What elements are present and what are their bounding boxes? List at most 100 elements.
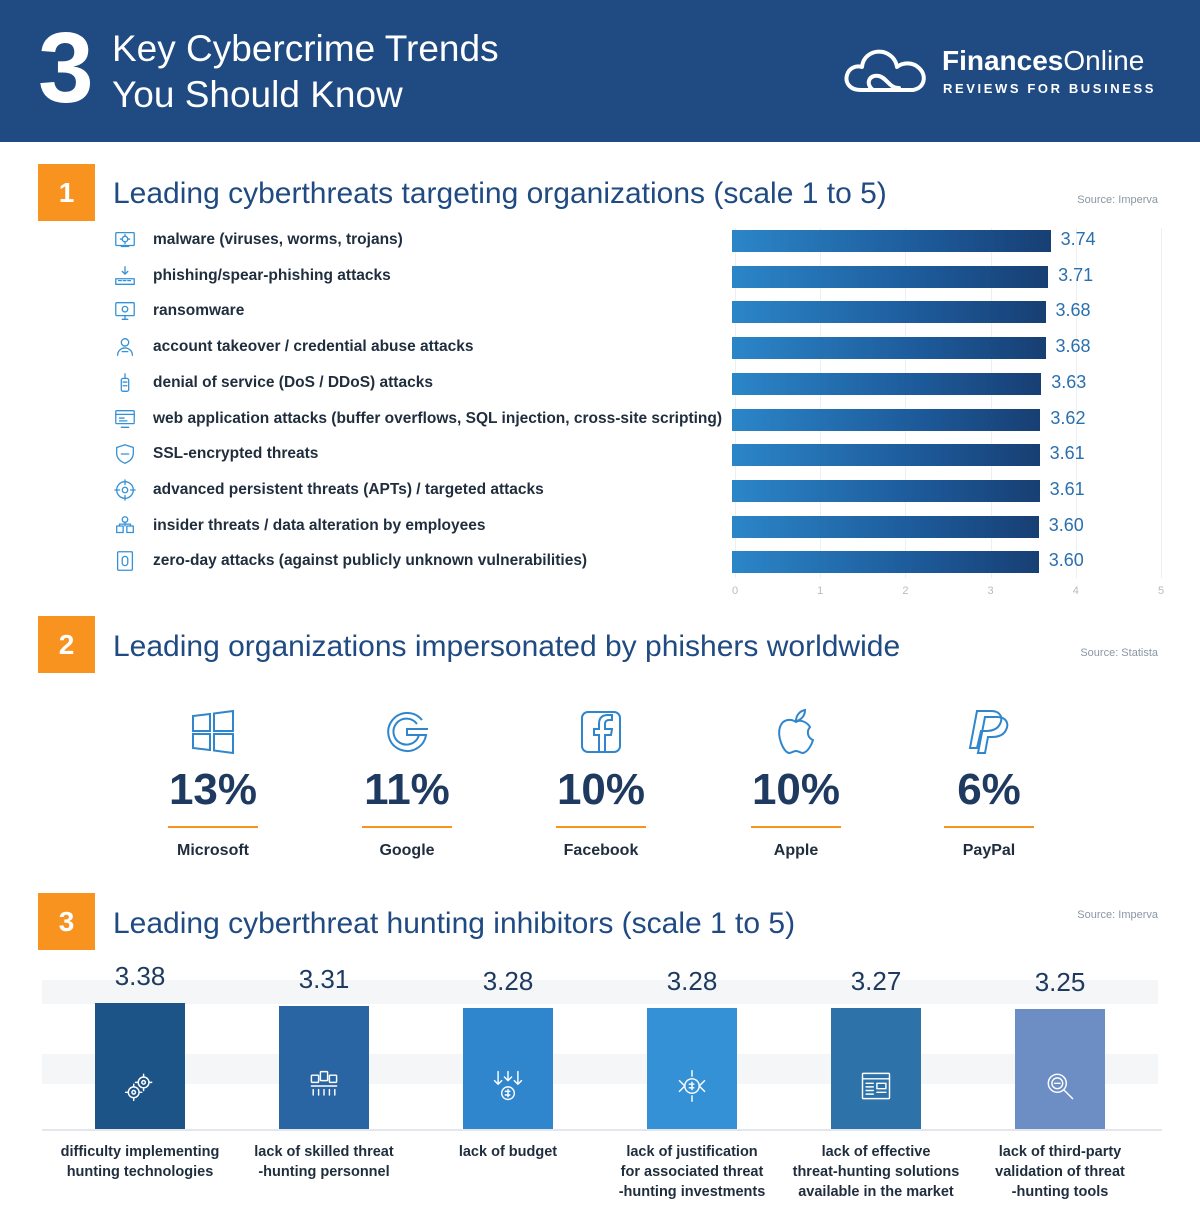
bar bbox=[732, 551, 1039, 574]
brand-tagline: REVIEWS FOR BUSINESS bbox=[943, 81, 1157, 96]
threat-row: insider threats / data alteration by emp… bbox=[112, 511, 486, 541]
bar-value-label: 3.31 bbox=[298, 964, 350, 994]
phishing-icon bbox=[112, 263, 138, 289]
category-label: lack of skilled threat -hunting personnel bbox=[232, 1142, 416, 1182]
category-label: lack of budget bbox=[416, 1142, 600, 1162]
category-label-line: -hunting personnel bbox=[258, 1164, 390, 1180]
header-title-line1: Key Cybercrime Trends bbox=[112, 28, 499, 69]
bar bbox=[732, 230, 1051, 252]
budget-icon bbox=[490, 1068, 526, 1109]
org-pct: 11% bbox=[364, 765, 450, 814]
org-facebook: 10% Facebook bbox=[526, 706, 676, 860]
gridline bbox=[820, 228, 822, 578]
bar-value-label: 3.38 bbox=[114, 961, 166, 991]
section2-badge: 2 bbox=[38, 616, 95, 673]
bar bbox=[95, 1003, 185, 1129]
org-divider bbox=[944, 826, 1034, 828]
category-label-line: hunting technologies bbox=[66, 1164, 214, 1180]
web-app-icon bbox=[112, 406, 138, 432]
gridline bbox=[1161, 228, 1162, 578]
category-label-line: threat-hunting solutions bbox=[792, 1164, 960, 1180]
ransomware-icon bbox=[112, 298, 138, 324]
org-divider bbox=[168, 826, 258, 828]
category-label: lack of effective threat-hunting solution… bbox=[784, 1142, 968, 1202]
org-paypal: 6% PayPal bbox=[914, 706, 1064, 860]
category-label-line: lack of justification bbox=[626, 1144, 758, 1160]
bar bbox=[732, 337, 1046, 360]
x-tick-label: 5 bbox=[1157, 585, 1165, 597]
category-label-line: lack of skilled threat bbox=[254, 1144, 394, 1160]
bar-value-label: 3.62 bbox=[1050, 407, 1086, 428]
solutions-icon bbox=[858, 1068, 894, 1109]
zero-day-icon bbox=[112, 548, 138, 574]
bar-value-label: 3.61 bbox=[1049, 443, 1085, 464]
section2-source: Source: Statista bbox=[1080, 647, 1158, 659]
bar bbox=[732, 408, 1041, 431]
bar bbox=[279, 1006, 369, 1129]
insider-icon bbox=[112, 513, 138, 539]
org-apple: 10% Apple bbox=[721, 706, 871, 860]
category-label-line: -hunting investments bbox=[618, 1184, 766, 1200]
brand-name: FinancesOnline bbox=[942, 45, 1145, 76]
x-tick-label: 4 bbox=[1072, 585, 1079, 597]
threat-label: SSL-encrypted threats bbox=[153, 445, 319, 463]
section3-source: Source: Imperva bbox=[1077, 909, 1158, 921]
gridline bbox=[735, 228, 736, 578]
gridline bbox=[1075, 228, 1077, 578]
category-label: difficulty implementing hunting technolog… bbox=[48, 1142, 232, 1182]
bar-value-label: 3.60 bbox=[1048, 550, 1084, 571]
investment-icon bbox=[674, 1068, 710, 1109]
org-divider bbox=[556, 826, 646, 828]
bar bbox=[732, 515, 1039, 538]
bar-value-label: 3.68 bbox=[1055, 300, 1091, 321]
threat-row: web application attacks (buffer overflow… bbox=[112, 404, 722, 434]
grid-band bbox=[42, 1054, 1158, 1084]
header-title-line2: You Should Know bbox=[112, 74, 403, 115]
org-microsoft: 13% Microsoft bbox=[138, 706, 288, 860]
threat-label: phishing/spear-phishing attacks bbox=[153, 266, 391, 284]
org-pct: 6% bbox=[957, 765, 1021, 814]
bar bbox=[831, 1008, 921, 1129]
gridline bbox=[905, 228, 907, 578]
org-divider bbox=[362, 826, 452, 828]
windows-icon bbox=[138, 706, 288, 758]
bar bbox=[732, 444, 1040, 467]
bar-value-label: 3.74 bbox=[1060, 229, 1096, 249]
bar-value-label: 3.71 bbox=[1058, 264, 1094, 285]
bar-value-label: 3.27 bbox=[850, 966, 902, 996]
threat-row: advanced persistent threats (APTs) / tar… bbox=[112, 475, 544, 505]
org-name: Facebook bbox=[563, 842, 639, 859]
x-tick-label: 3 bbox=[987, 585, 994, 597]
bar-value-label: 3.28 bbox=[666, 966, 718, 996]
threat-row: malware (viruses, worms, trojans) bbox=[112, 225, 403, 255]
org-pct: 10% bbox=[751, 765, 841, 814]
paypal-icon bbox=[914, 706, 1064, 758]
org-pct: 13% bbox=[168, 765, 258, 814]
threat-row: phishing/spear-phishing attacks bbox=[112, 261, 391, 291]
chart-baseline bbox=[42, 1129, 1162, 1131]
section1-badge: 1 bbox=[38, 164, 95, 221]
section2-title: Leading organizations impersonated by ph… bbox=[113, 630, 901, 663]
org-name: Google bbox=[379, 842, 435, 859]
bar-value-label: 3.28 bbox=[482, 966, 534, 996]
threat-label: denial of service (DoS / DDoS) attacks bbox=[153, 373, 433, 391]
account-takeover-icon bbox=[112, 334, 138, 360]
ssl-icon bbox=[112, 441, 138, 467]
x-tick-label: 0 bbox=[731, 585, 739, 597]
category-label: lack of justification for associated thre… bbox=[600, 1142, 784, 1202]
grid-band bbox=[42, 980, 1158, 1004]
threat-row: zero-day attacks (against publicly unkno… bbox=[112, 546, 587, 576]
threat-row: SSL-encrypted threats bbox=[112, 439, 318, 469]
malware-icon bbox=[112, 227, 138, 253]
apt-icon bbox=[112, 477, 138, 503]
threat-label: malware (viruses, worms, trojans) bbox=[153, 231, 403, 248]
cloud-logo-icon bbox=[844, 49, 926, 92]
threat-label: account takeover / credential abuse atta… bbox=[153, 338, 474, 356]
org-pct: 10% bbox=[556, 765, 646, 814]
bar bbox=[732, 372, 1042, 395]
bar bbox=[647, 1008, 737, 1129]
bar-value-label: 3.61 bbox=[1049, 478, 1085, 499]
threat-label: zero-day attacks (against publicly unkno… bbox=[153, 552, 588, 570]
category-label-line: lack of effective bbox=[821, 1144, 931, 1160]
validation-icon bbox=[1042, 1068, 1078, 1109]
